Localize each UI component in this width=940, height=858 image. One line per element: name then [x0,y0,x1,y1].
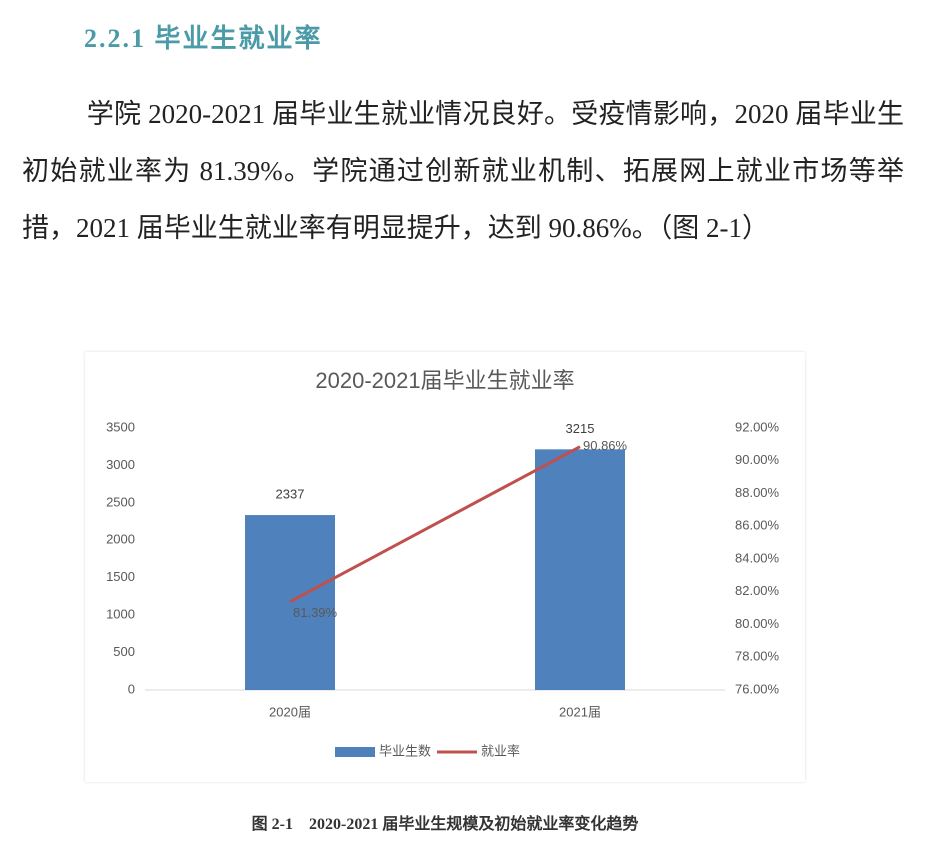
y-tick-label: 3500 [106,419,135,434]
legend-label: 毕业生数 [379,743,431,758]
section-heading: 2.2.1 毕业生就业率 [84,24,323,53]
y2-tick-label: 78.00% [735,649,780,664]
y2-tick-label: 84.00% [735,550,780,565]
line-value-label: 81.39% [293,605,338,620]
y-tick-label: 2000 [106,532,135,547]
y2-tick-label: 76.00% [735,681,780,696]
legend-label: 就业率 [481,743,520,758]
figure-caption: 图 2-1 2020-2021 届毕业生规模及初始就业率变化趋势 [251,816,639,833]
y-tick-label: 500 [113,644,135,659]
y2-tick-label: 90.00% [735,452,780,467]
line [289,445,581,604]
bar [245,515,335,690]
y-tick-label: 1000 [106,607,135,622]
bar [535,449,625,690]
bar-value-label: 2337 [276,486,305,501]
chart: 2020-2021届毕业生就业率 0 500 1000 1500 2000 2500 300… [85,352,805,782]
y-tick-label: 2500 [106,494,135,509]
paragraph: 学院 2020-2021 届毕业生就业情况良好。受疫情影响，2020 届毕业生初… [22,99,904,243]
y2-tick-label: 86.00% [735,518,780,533]
y-tick-label: 3000 [106,457,135,472]
line-value-label: 90.86% [583,438,628,453]
x-tick-label: 2021届 [559,704,601,719]
y2-tick-label: 88.00% [735,485,780,500]
y-tick-label: 1500 [106,569,135,584]
bar-value-label: 3215 [566,421,595,436]
x-tick-label: 2020届 [269,704,311,719]
y2-tick-label: 80.00% [735,616,780,631]
chart-title: 2020-2021届毕业生就业率 [315,368,574,393]
y-tick-label: 0 [128,681,135,696]
legend-swatch [335,747,375,757]
y2-tick-label: 92.00% [735,419,780,434]
y2-tick-label: 82.00% [735,583,780,598]
